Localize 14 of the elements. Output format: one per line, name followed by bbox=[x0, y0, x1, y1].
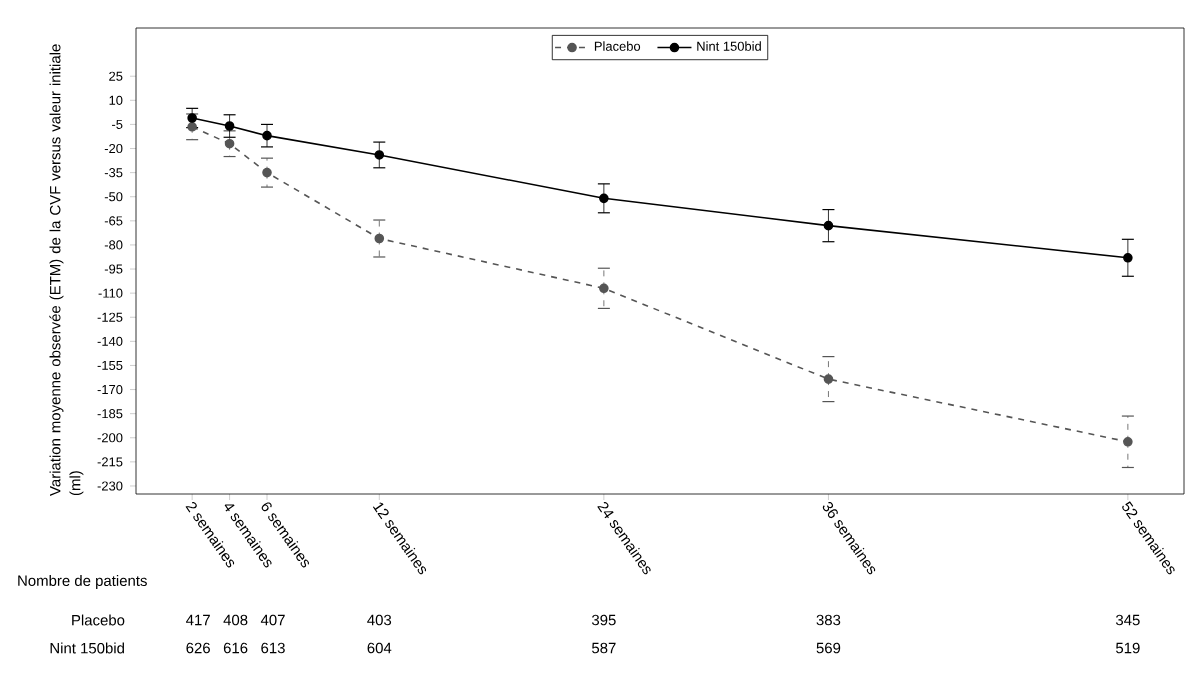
point bbox=[823, 374, 834, 384]
point bbox=[823, 220, 834, 231]
point bbox=[187, 122, 197, 132]
point bbox=[599, 283, 609, 294]
point bbox=[599, 193, 609, 204]
point bbox=[374, 150, 385, 160]
point bbox=[262, 130, 272, 141]
point bbox=[224, 121, 235, 131]
point bbox=[1123, 436, 1133, 447]
point bbox=[374, 233, 385, 244]
point bbox=[1123, 252, 1133, 263]
point bbox=[187, 113, 197, 123]
point bbox=[224, 138, 235, 149]
point bbox=[262, 167, 272, 178]
